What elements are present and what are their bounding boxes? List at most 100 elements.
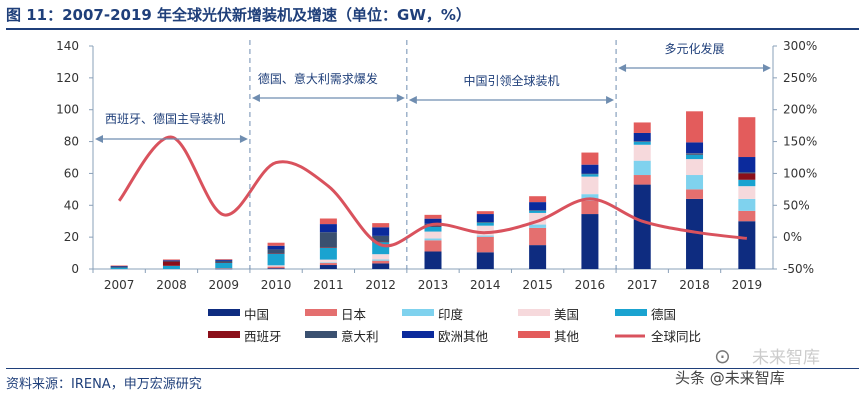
bar-segment [319, 262, 337, 266]
annotation-arrow-right-head [239, 135, 248, 143]
x-tick-label: 2015 [522, 278, 553, 292]
legend-label: 全球同比 [651, 329, 701, 344]
bar-segment [319, 265, 337, 269]
bar-segment [686, 111, 704, 143]
footer-divider [6, 368, 859, 369]
bar-segment [476, 211, 494, 215]
bar-segment [162, 265, 180, 269]
bar-segment [476, 236, 494, 253]
bar-segment [372, 263, 390, 269]
legend-swatch [518, 331, 550, 338]
bar-segment [529, 202, 547, 211]
bar-segment [686, 153, 704, 155]
legend-label: 其他 [554, 329, 580, 344]
x-tick-label: 2018 [679, 278, 710, 292]
x-tick-label: 2014 [470, 278, 501, 292]
bar-segment [581, 200, 599, 215]
y2-tick-label: 250% [783, 71, 817, 85]
bar-segment [738, 172, 756, 174]
bar-segment [529, 196, 547, 203]
bar-segment [162, 261, 180, 266]
bar-segment [738, 186, 756, 199]
bar-segment [476, 252, 494, 269]
bar-segment [215, 260, 233, 262]
bar-segment [215, 259, 233, 260]
bar-segment [686, 175, 704, 190]
y-tick-label: 100 [56, 103, 79, 117]
legend-swatch [518, 309, 550, 316]
annotation-arrow-left-head [408, 96, 417, 104]
bar-segment [633, 122, 651, 133]
legend-swatch [402, 309, 434, 316]
bar-segment [372, 259, 390, 261]
bar-segment [319, 259, 337, 263]
x-tick-label: 2008 [156, 278, 187, 292]
chart: 0 20 40 60 80 100 120 140 -50% 0% 50% 100% 150% 200% 2… [56, 39, 817, 344]
y2-tick-label: 100% [783, 166, 817, 180]
bar-segment [215, 268, 233, 269]
y-tick-label: 120 [56, 71, 79, 85]
bar-segment [372, 223, 390, 228]
bar-segment [372, 227, 390, 236]
watermark: 头条 @未来智库 [675, 369, 785, 387]
bar-segment [424, 240, 442, 252]
legend-swatch [402, 331, 434, 338]
bar-segment [319, 224, 337, 233]
bar-segment [686, 142, 704, 154]
bar-segment [738, 221, 756, 269]
annotation-label: 多元化发展 [665, 41, 725, 56]
bar-segment [319, 232, 337, 248]
bar-segment [581, 164, 599, 174]
bar-segment [162, 260, 180, 262]
bar-segment [162, 261, 180, 262]
legend-label: 西班牙 [244, 329, 282, 344]
annotation-label: 中国引领全球装机 [463, 73, 559, 88]
bar-segment [738, 157, 756, 173]
bar-segment [581, 194, 599, 201]
y2-tick-label: 50% [783, 198, 810, 212]
x-tick-label: 2007 [104, 278, 135, 292]
x-tick-label: 2011 [313, 278, 344, 292]
annotation-arrow-left-head [251, 94, 260, 102]
bar-segment [319, 262, 337, 264]
bar-segment [633, 175, 651, 185]
bar-segment [581, 176, 599, 195]
growth-line [117, 135, 748, 248]
legend-label: 德国 [651, 307, 676, 322]
bar-segment [424, 214, 442, 219]
bar-segment [110, 266, 128, 268]
bar-segment [267, 266, 285, 269]
annotation-arrow-left-head [95, 135, 103, 143]
bar-segment [738, 179, 756, 187]
bar-segment [424, 238, 442, 241]
bar-segment [424, 225, 442, 227]
legend-swatch [615, 309, 647, 316]
annotation-arrow-right-head [606, 96, 615, 104]
bar-segment [267, 245, 285, 250]
bar-segment [529, 210, 547, 213]
bar-segment [267, 253, 285, 254]
bar-segment [110, 265, 128, 267]
y-tick-label: 60 [64, 166, 79, 180]
bar-segment [215, 268, 233, 270]
bar-segment [581, 214, 599, 269]
y-tick-label: 0 [71, 262, 79, 276]
x-tick-label: 2016 [575, 278, 606, 292]
bar-segment [215, 259, 233, 261]
x-tick-label: 2009 [208, 278, 239, 292]
y-tick-label: 140 [56, 39, 79, 53]
bar-segment [686, 198, 704, 269]
bar-segment [529, 245, 547, 269]
bar-segment [267, 268, 285, 269]
source-note: 资料来源：IRENA，申万宏源研究 [6, 377, 202, 392]
bar-segment [529, 210, 547, 211]
figure-title: 图 11：2007-2019 年全球光伏新增装机及增速（单位：GW，%） [6, 6, 471, 24]
bar-segment [686, 189, 704, 199]
x-tick-label: 2019 [732, 278, 763, 292]
bar-segment [372, 260, 390, 264]
bar-segment [267, 249, 285, 254]
y2-tick-label: 0% [783, 230, 802, 244]
bar-segment [633, 144, 651, 161]
x-tick-label: 2017 [627, 278, 658, 292]
bar-segment [738, 198, 756, 211]
